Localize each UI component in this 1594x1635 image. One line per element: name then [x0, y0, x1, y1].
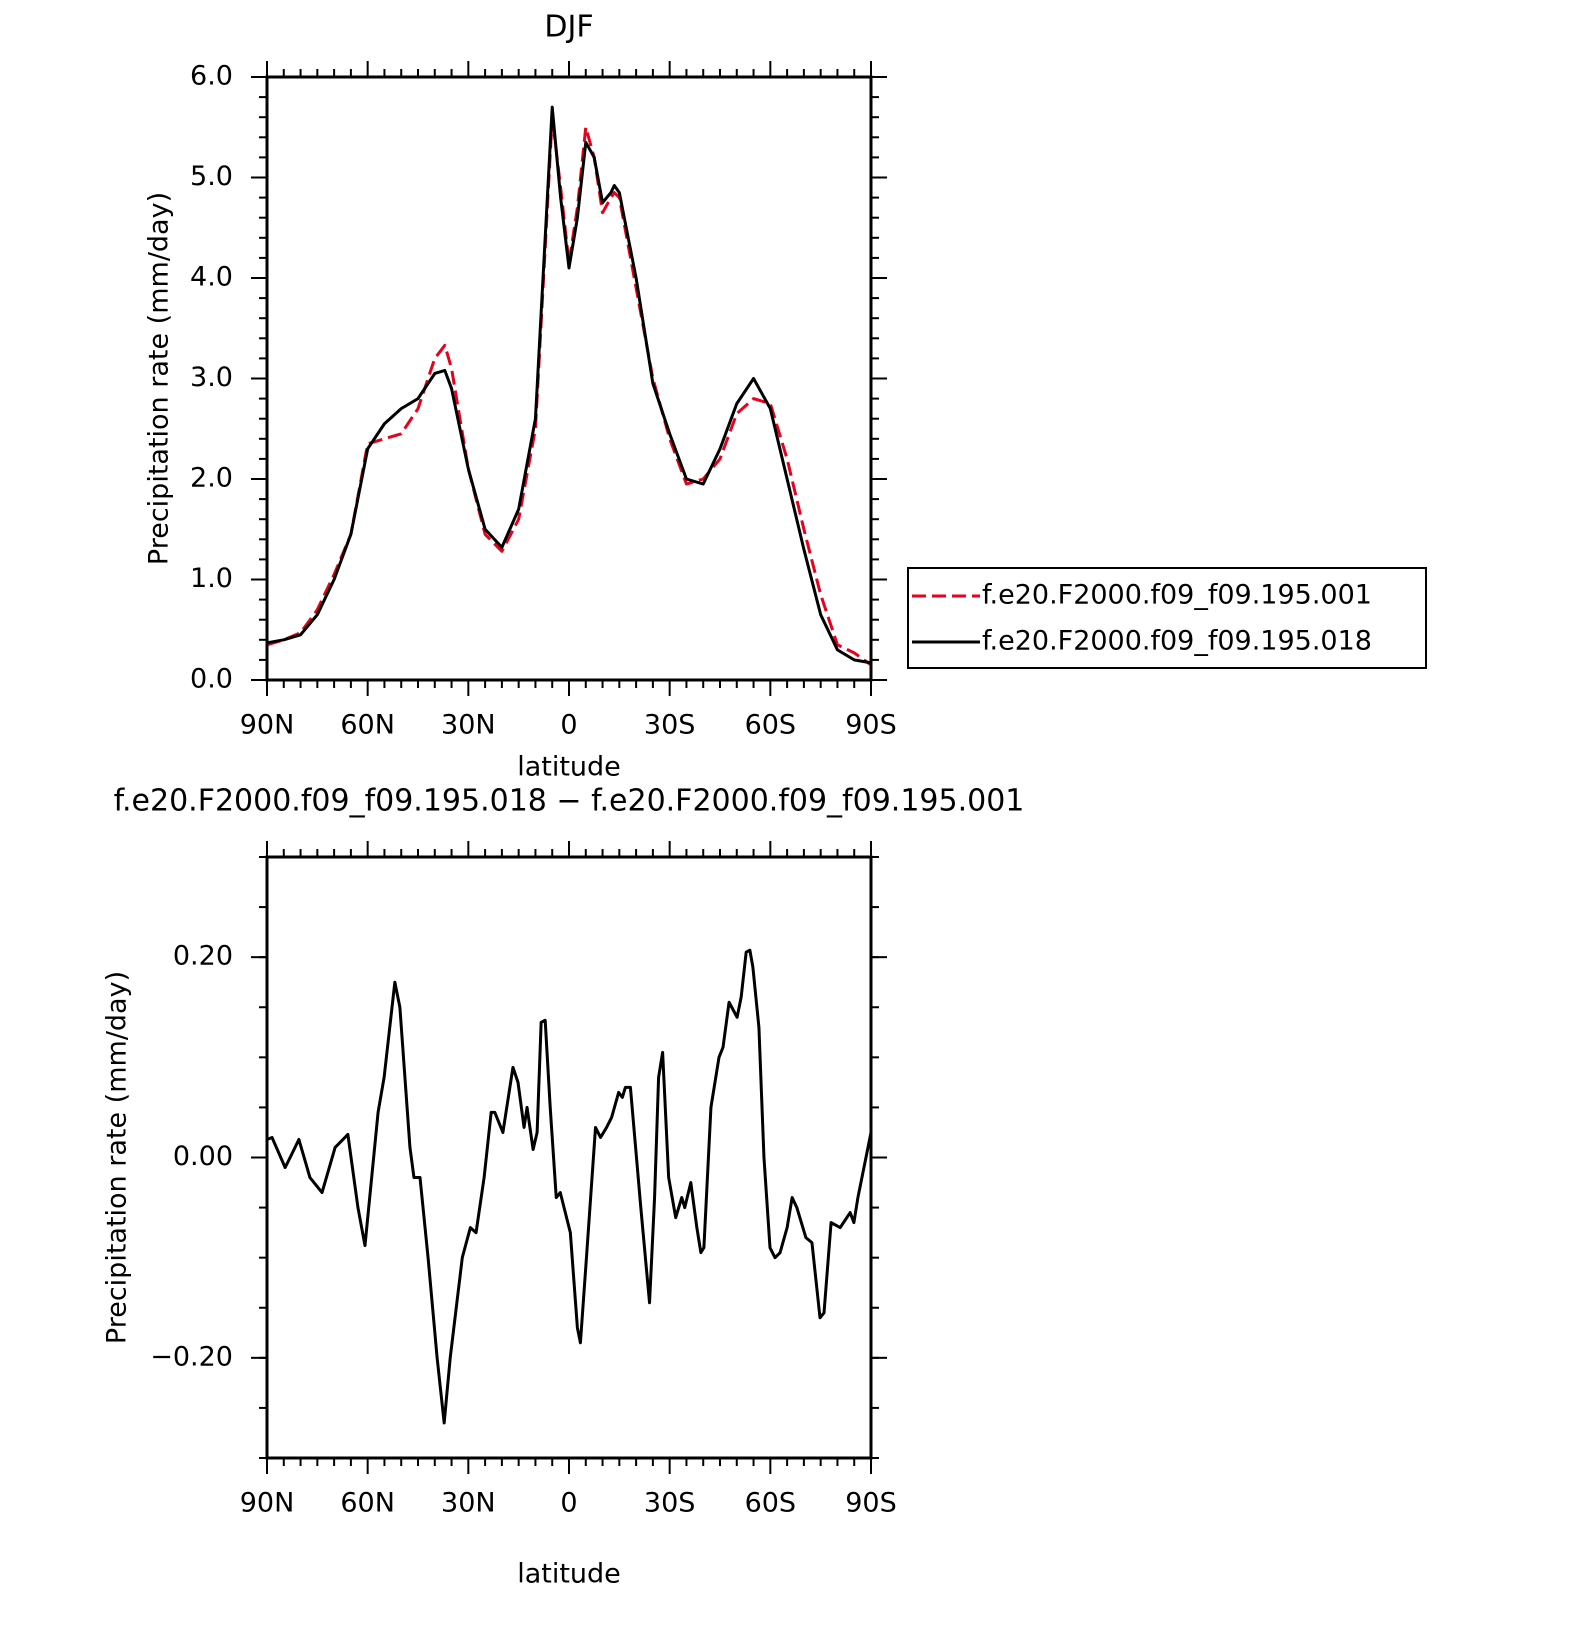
- y-tick-label: −0.20: [150, 1341, 233, 1372]
- y-tick-label: 5.0: [190, 161, 233, 192]
- plot-frame: [265, 855, 873, 1460]
- x-tick-label: 0: [560, 710, 577, 741]
- data-line: [266, 115, 872, 667]
- x-axis-label: latitude: [517, 1559, 621, 1590]
- data-line: [266, 105, 872, 665]
- x-tick-label: 30S: [644, 1488, 696, 1519]
- y-tick-label: 0.20: [173, 941, 233, 972]
- x-tick-label: 60S: [745, 710, 797, 741]
- x-tick-label: 30S: [644, 710, 696, 741]
- data-line: [266, 948, 873, 1425]
- legend-label: f.e20.F2000.f09_f09.195.018: [982, 626, 1372, 657]
- y-axis-label: Precipitation rate (mm/day): [144, 192, 175, 565]
- chart-title: DJF: [544, 10, 593, 45]
- x-tick-label: 30N: [441, 1488, 496, 1519]
- x-tick-label: 60N: [340, 1488, 395, 1519]
- y-tick-label: 1.0: [190, 563, 233, 594]
- x-tick-label: 90S: [845, 710, 897, 741]
- x-axis-label: latitude: [517, 752, 621, 783]
- y-axis-label: Precipitation rate (mm/day): [102, 971, 133, 1344]
- x-tick-label: 60N: [340, 710, 395, 741]
- y-tick-label: 3.0: [190, 362, 233, 393]
- x-tick-label: 30N: [441, 710, 496, 741]
- chart-title: f.e20.F2000.f09_f09.195.018 − f.e20.F200…: [114, 784, 1025, 819]
- x-tick-label: 90N: [240, 710, 295, 741]
- y-tick-label: 6.0: [190, 61, 233, 92]
- y-tick-label: 0.0: [190, 664, 233, 695]
- x-tick-label: 60S: [745, 1488, 797, 1519]
- plot-frame: [265, 75, 873, 682]
- x-tick-label: 0: [560, 1488, 577, 1519]
- y-tick-label: 0.00: [173, 1141, 233, 1172]
- y-tick-label: 4.0: [190, 262, 233, 293]
- legend-label: f.e20.F2000.f09_f09.195.001: [982, 580, 1372, 611]
- x-tick-label: 90N: [240, 1488, 295, 1519]
- x-tick-label: 90S: [845, 1488, 897, 1519]
- y-tick-label: 2.0: [190, 463, 233, 494]
- legend-box: [907, 567, 1427, 669]
